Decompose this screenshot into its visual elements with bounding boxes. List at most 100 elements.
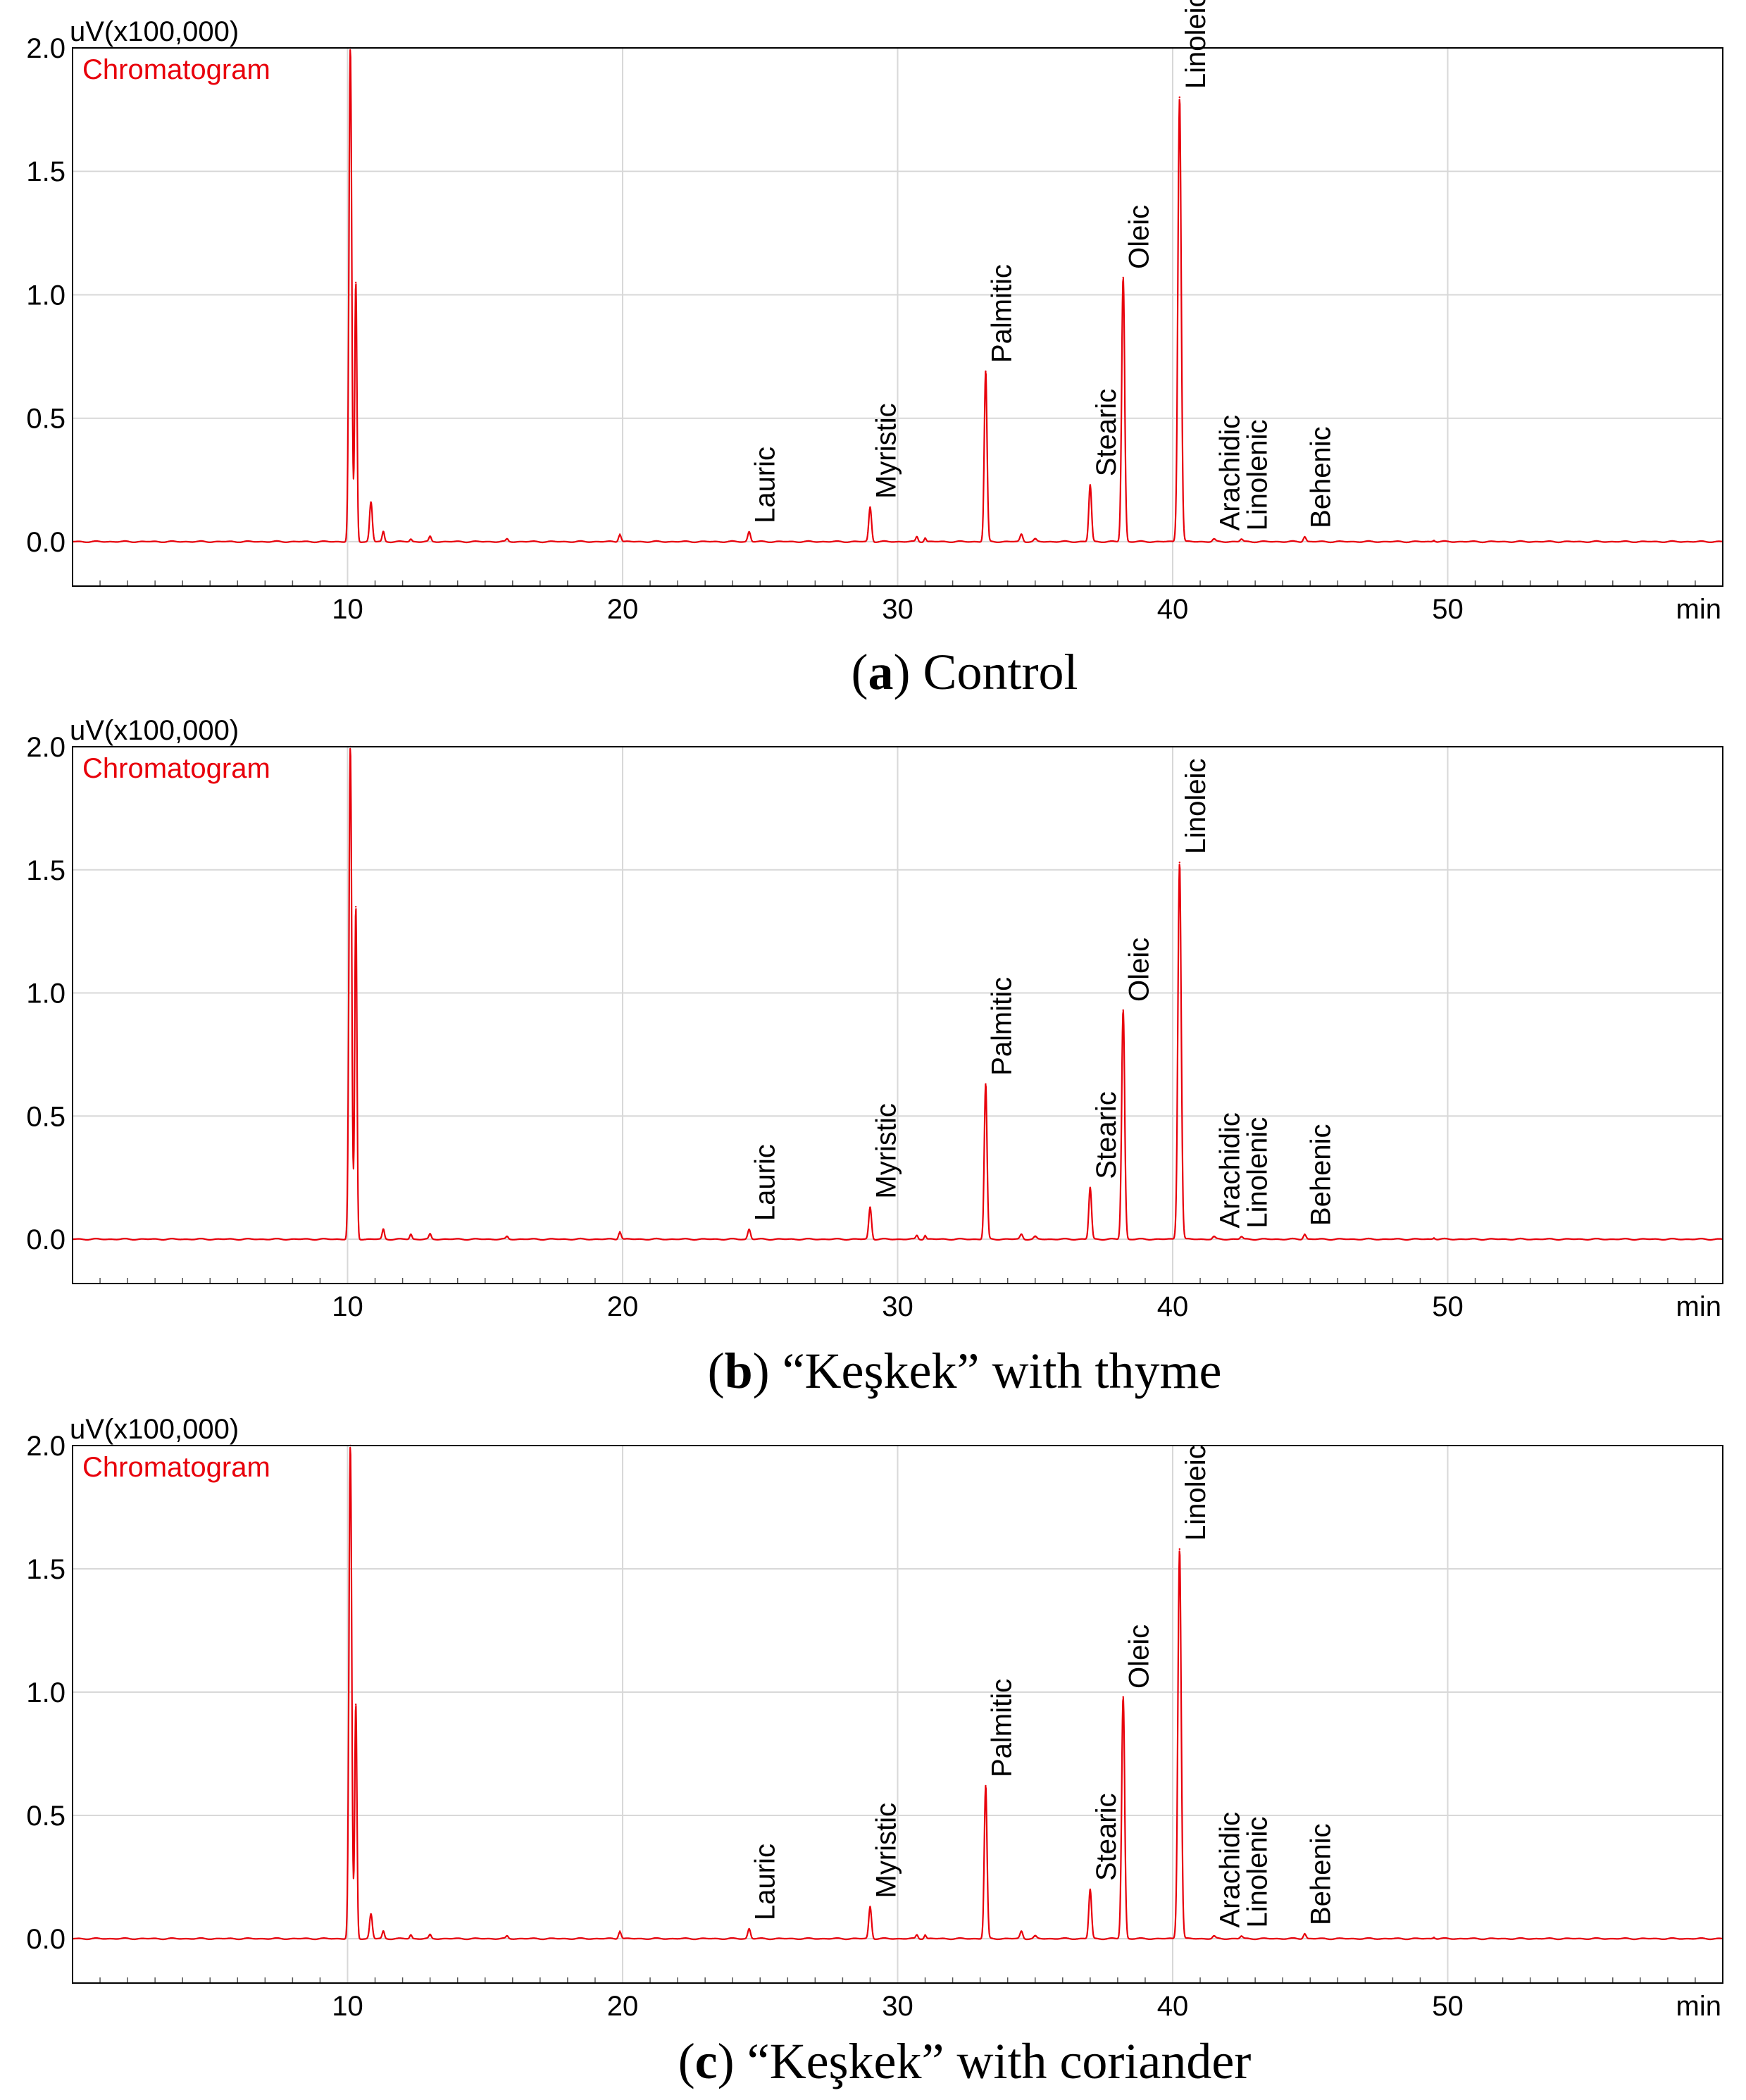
- peak-apex: [506, 538, 509, 540]
- peak-apex: [370, 501, 372, 504]
- peak-label: Linoleic: [1180, 759, 1211, 855]
- x-tick-label: 50: [1432, 1291, 1464, 1322]
- y-tick-label: 0.0: [26, 1224, 66, 1255]
- peak-apex: [355, 1703, 357, 1706]
- peak-apex: [618, 1930, 621, 1932]
- panel-caption: (c) “Keşkek” with coriander: [678, 2033, 1252, 2089]
- peak-apex: [1240, 538, 1242, 540]
- peak-apex: [429, 1233, 431, 1236]
- peak-apex: [1122, 1696, 1124, 1698]
- peak-label: Lauric: [750, 1144, 781, 1221]
- x-tick-label: 10: [332, 1991, 363, 2022]
- peak-label: Linoleic: [1180, 0, 1211, 89]
- peak-apex: [985, 1784, 987, 1787]
- caption-paren-open: (: [678, 2033, 695, 2089]
- peak-apex: [1213, 1935, 1215, 1937]
- peak-label: Linolenic: [1242, 1817, 1273, 1928]
- peak-apex: [916, 1234, 918, 1237]
- peak-label: Stearic: [1091, 1794, 1122, 1882]
- peak-label: Arachidic: [1215, 1812, 1246, 1928]
- y-tick-label: 1.5: [26, 1554, 66, 1585]
- peak-apex: [410, 538, 412, 540]
- peak-label: Linoleic: [1180, 1445, 1211, 1541]
- x-tick-label: 10: [332, 1291, 363, 1322]
- chromatogram-trace: [72, 747, 1723, 1241]
- y-unit-label: uV(x100,000): [70, 16, 239, 47]
- peak-label: Oleic: [1124, 205, 1155, 269]
- peak-apex: [1034, 1236, 1036, 1238]
- peak-apex: [370, 1913, 372, 1915]
- peak-apex: [1304, 1932, 1306, 1935]
- peak-apex: [924, 1234, 926, 1237]
- peak-apex: [1178, 96, 1180, 99]
- peak-label: Linolenic: [1242, 1117, 1273, 1229]
- peak-apex: [355, 906, 357, 908]
- panel-letter: b: [725, 1343, 753, 1399]
- peak-label: Behenic: [1305, 1124, 1336, 1226]
- y-tick-label: 2.0: [26, 33, 66, 64]
- y-tick-label: 1.0: [26, 1677, 66, 1708]
- x-tick-label: 50: [1432, 594, 1464, 625]
- x-axis-label: min: [1676, 1991, 1721, 2022]
- peak-apex: [1304, 535, 1306, 538]
- peak-apex: [382, 1930, 385, 1932]
- peak-apex: [382, 1228, 385, 1231]
- chromatogram-trace: [72, 49, 1723, 544]
- peak-label: Oleic: [1124, 938, 1155, 1002]
- peak-apex: [924, 1934, 926, 1936]
- peak-label: Arachidic: [1215, 415, 1246, 531]
- peak-label: Myristic: [871, 1103, 902, 1199]
- x-tick-label: 20: [607, 594, 639, 625]
- peak-apex: [1240, 1236, 1242, 1238]
- peak-label: Palmitic: [987, 977, 1018, 1076]
- x-tick-label: 40: [1157, 1291, 1189, 1322]
- peak-apex: [1240, 1935, 1242, 1937]
- peak-label: Stearic: [1091, 389, 1122, 477]
- peak-label: Oleic: [1124, 1624, 1155, 1689]
- y-tick-label: 1.5: [26, 156, 66, 187]
- chromatogram-panel-b: 0.0 0.5 1.0 1.5 2.0 10 20 30 40 50 min uV(x100,000)…: [26, 715, 1723, 1399]
- peak-apex: [1433, 1937, 1435, 1939]
- y-tick-label: 1.0: [26, 280, 66, 311]
- peak-apex: [506, 1935, 509, 1937]
- peak-apex: [1304, 1233, 1306, 1236]
- x-tick-label: 40: [1157, 594, 1189, 625]
- peak-apex: [985, 1083, 987, 1086]
- x-tick-label: 10: [332, 594, 363, 625]
- legend-label: Chromatogram: [82, 753, 270, 784]
- y-tick-label: 0.5: [26, 1801, 66, 1832]
- chromatogram-trace: [72, 1446, 1723, 1941]
- peak-apex: [1021, 1233, 1023, 1236]
- x-tick-label: 50: [1432, 1991, 1464, 2022]
- legend-label: Chromatogram: [82, 54, 270, 85]
- peak-apex: [1089, 484, 1092, 486]
- plot-frame: [72, 47, 1723, 587]
- peak-label: Behenic: [1305, 1823, 1336, 1925]
- peak-apex: [1122, 276, 1124, 279]
- x-tick-label: 20: [607, 1991, 639, 2022]
- peak-apex: [382, 530, 385, 533]
- y-tick-label: 0.0: [26, 1924, 66, 1955]
- caption-text: “Keşkek” with thyme: [782, 1343, 1222, 1399]
- x-tick-label: 20: [607, 1291, 639, 1322]
- peak-apex: [869, 1206, 871, 1208]
- peak-label: Lauric: [750, 1844, 781, 1920]
- caption-paren-close: ): [893, 644, 923, 700]
- x-tick-label: 30: [882, 1291, 913, 1322]
- y-tick-label: 1.0: [26, 978, 66, 1009]
- peak-apex: [924, 537, 926, 539]
- chromatogram-panel-c: 0.0 0.5 1.0 1.5 2.0 10 20 30 40 50 min uV(x100,000)…: [26, 1414, 1723, 2089]
- peak-apex: [1178, 862, 1180, 864]
- y-unit-label: uV(x100,000): [70, 1414, 239, 1445]
- peak-apex: [1034, 538, 1036, 540]
- peak-apex: [1122, 1009, 1124, 1012]
- peak-apex: [1089, 1186, 1092, 1188]
- peak-apex: [1433, 1237, 1435, 1239]
- plot-frame: [72, 1445, 1723, 1984]
- peak-apex: [1213, 538, 1215, 540]
- peak-apex: [1213, 1236, 1215, 1238]
- peak-label: Palmitic: [987, 1679, 1018, 1777]
- caption-text: Control: [923, 644, 1078, 700]
- caption-paren-open: (: [852, 644, 868, 700]
